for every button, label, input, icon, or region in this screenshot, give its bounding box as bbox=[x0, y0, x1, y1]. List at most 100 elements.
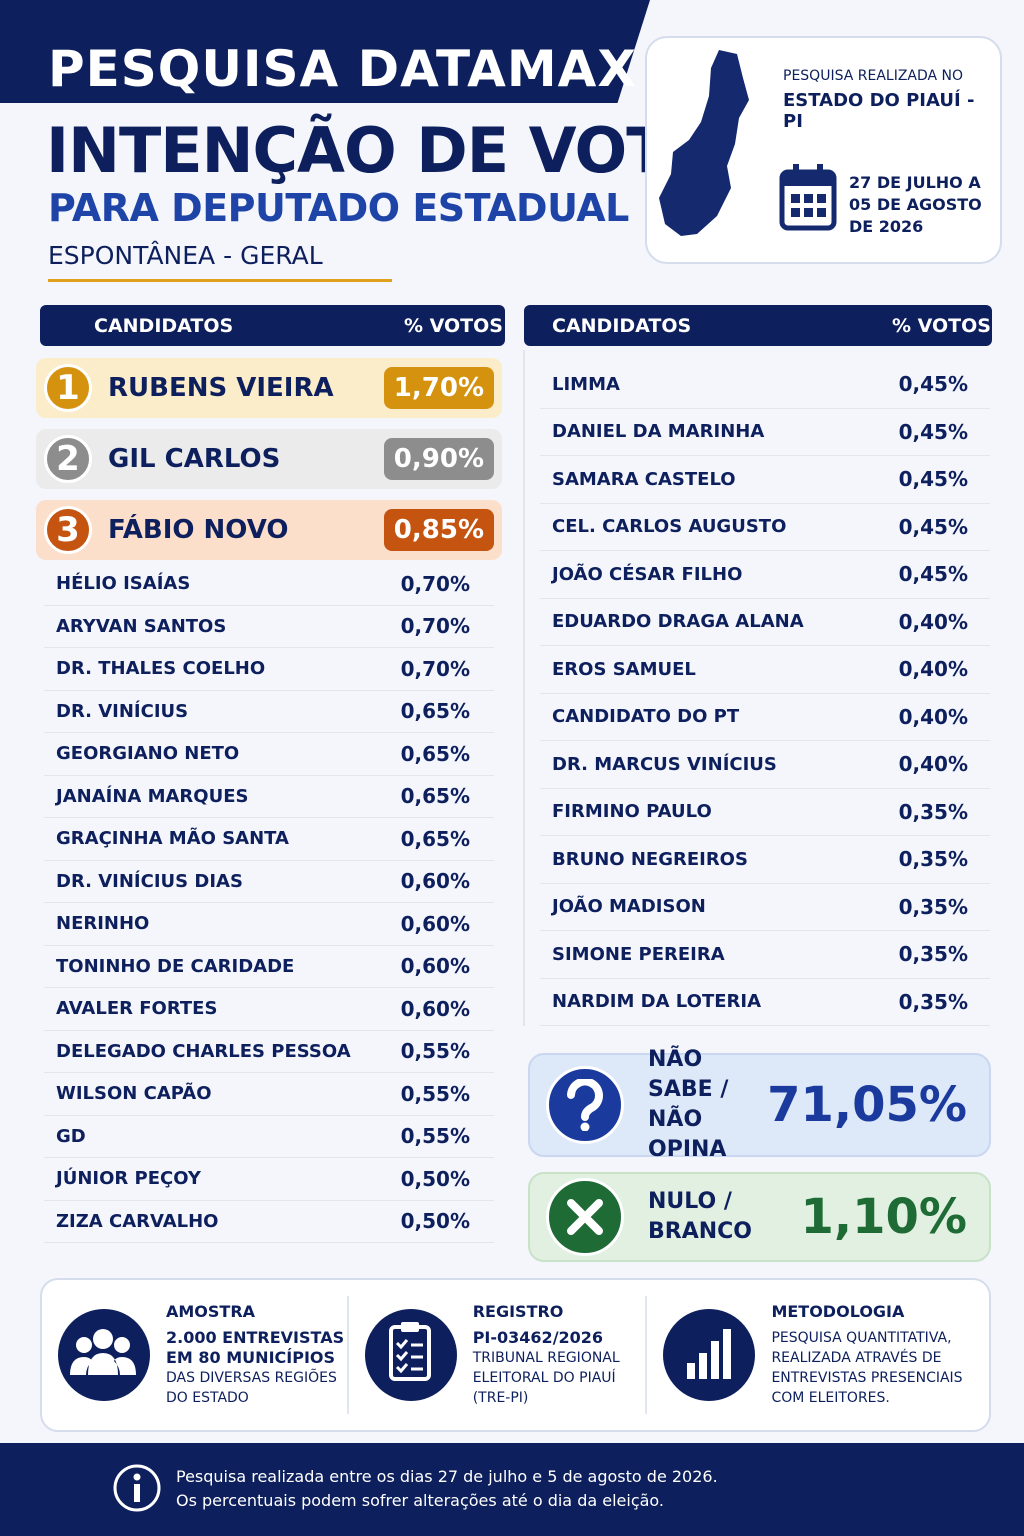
table-row: AVALER FORTES 0,60% bbox=[44, 988, 494, 1031]
summary-box: NÃO SABE / NÃO OPINA 71,05% bbox=[528, 1047, 991, 1162]
detail: METODOLOGIA PESQUISA QUANTITATIVA, REALIZA… bbox=[647, 1296, 989, 1414]
candidate-pct: 0,70% bbox=[400, 571, 470, 596]
candidate-pct: 0,90% bbox=[383, 438, 494, 480]
table-row: LIMMA 0,45% bbox=[540, 361, 990, 409]
date-line: 27 DE JULHO A bbox=[849, 173, 981, 192]
table-row: WILSON CAPÃO 0,55% bbox=[44, 1073, 494, 1116]
table-row: JOÃO MADISON 0,35% bbox=[540, 884, 990, 931]
candidate-pct: 0,40% bbox=[898, 609, 968, 634]
candidate-pct: 0,45% bbox=[898, 372, 968, 397]
note: Pesquisa realizada entre os dias 27 de j… bbox=[176, 1465, 718, 1513]
candidate-name: FÁBIO NOVO bbox=[108, 515, 289, 545]
header-cell: % VOTOS bbox=[892, 314, 991, 337]
candidate-name: TONINHO DE CARIDADE bbox=[56, 955, 295, 977]
table-row: TONINHO DE CARIDADE 0,60% bbox=[44, 946, 494, 988]
table-row: SAMARA CASTELO 0,45% bbox=[540, 456, 990, 504]
table-row: NERINHO 0,60% bbox=[44, 903, 494, 946]
candidate-pct: 0,65% bbox=[400, 741, 470, 766]
label-line: BRANCO bbox=[648, 1219, 752, 1244]
table-row: JANAÍNA MARQUES 0,65% bbox=[44, 776, 494, 818]
candidate-name: BRUNO NEGREIROS bbox=[552, 848, 748, 870]
table-row: GRAÇINHA MÃO SANTA 0,65% bbox=[44, 818, 494, 861]
table-row: GEORGIANO NETO 0,65% bbox=[44, 733, 494, 776]
note-line: Pesquisa realizada entre os dias 27 de j… bbox=[176, 1467, 718, 1486]
table-row: DR. THALES COELHO 0,70% bbox=[44, 648, 494, 691]
dates: 27 DE JULHO A 05 DE AGOSTO DE 2026 bbox=[849, 172, 982, 238]
table-row: JOÃO CÉSAR FILHO 0,45% bbox=[540, 551, 990, 599]
rank: 2 bbox=[44, 435, 92, 483]
candidate-name: NARDIM DA LOTERIA bbox=[552, 991, 762, 1013]
candidate-pct: 0,65% bbox=[400, 699, 470, 724]
candidate-name: DR. THALES COELHO bbox=[56, 658, 266, 680]
table-header: CANDIDATOS % VOTOS bbox=[524, 305, 992, 346]
candidate-pct: 0,35% bbox=[898, 799, 968, 824]
candidate-name: DR. VINÍCIUS bbox=[56, 700, 189, 722]
detail-line: DO ESTADO bbox=[166, 1390, 249, 1406]
detail-icon bbox=[364, 1309, 457, 1401]
detail: REGISTRO PI-03462/2026 TRIBUNAL REGIONAL EL… bbox=[349, 1296, 648, 1414]
summary-label: NÃO SABE / NÃO OPINA bbox=[648, 1045, 767, 1165]
table-row: ARYVAN SANTOS 0,70% bbox=[44, 606, 494, 648]
candidate-name: DANIEL DA MARINHA bbox=[552, 421, 765, 443]
survey-type: ESPONTÂNEA - GERAL bbox=[48, 241, 323, 270]
table-row: SIMONE PEREIRA 0,35% bbox=[540, 931, 990, 979]
right-rows: LIMMA 0,45% DANIEL DA MARINHA 0,45% SAMARA C… bbox=[540, 361, 990, 1026]
table-row: NARDIM DA LOTERIA 0,35% bbox=[540, 979, 990, 1026]
table-row: EDUARDO DRAGA ALANA 0,40% bbox=[540, 599, 990, 646]
candidate-pct: 0,35% bbox=[898, 847, 968, 872]
date-line: DE 2026 bbox=[849, 217, 924, 236]
candidate-pct: 0,60% bbox=[400, 954, 470, 979]
detail-line: 2.000 ENTREVISTAS bbox=[166, 1328, 345, 1347]
summary-box: NULO / BRANCO 1,10% bbox=[528, 1172, 991, 1262]
candidate-name: JOÃO CÉSAR FILHO bbox=[552, 563, 743, 585]
candidate-name: GRAÇINHA MÃO SANTA bbox=[56, 828, 289, 850]
candidate-name: GEORGIANO NETO bbox=[56, 743, 240, 765]
table-header: CANDIDATOS % VOTOS bbox=[40, 305, 505, 346]
candidate-name: AVALER FORTES bbox=[56, 998, 218, 1020]
table-row: FIRMINO PAULO 0,35% bbox=[540, 789, 990, 836]
table-row: DR. MARCUS VINÍCIUS 0,40% bbox=[540, 741, 990, 789]
candidate-name: JOÃO MADISON bbox=[552, 896, 706, 918]
detail: AMOSTRA 2.000 ENTREVISTAS EM 80 MUNICÍPIOS… bbox=[42, 1296, 349, 1414]
detail-line: ELEITORAL DO PIAUÍ bbox=[472, 1370, 616, 1386]
table-row: DR. VINÍCIUS 0,65% bbox=[44, 691, 494, 733]
candidate-pct: 0,35% bbox=[898, 942, 968, 967]
table-row: JÚNIOR PEÇOY 0,50% bbox=[44, 1158, 494, 1201]
header-cell: CANDIDATOS bbox=[94, 314, 234, 337]
table-row: HÉLIO ISAÍAS 0,70% bbox=[44, 563, 494, 606]
candidate-pct: 0,45% bbox=[898, 419, 968, 444]
label-line: NÃO SABE / bbox=[648, 1047, 729, 1102]
candidate-name: LIMMA bbox=[552, 373, 620, 395]
underline bbox=[48, 279, 392, 282]
question-glyph bbox=[567, 1079, 603, 1131]
candidate-pct: 0,55% bbox=[400, 1081, 470, 1106]
detail-glyph bbox=[687, 1329, 732, 1379]
candidate-name: FIRMINO PAULO bbox=[552, 801, 712, 823]
detail-line: REALIZADA ATRAVÉS DE bbox=[771, 1350, 942, 1366]
summary-icon bbox=[546, 1178, 624, 1256]
table-row: DR. VINÍCIUS DIAS 0,60% bbox=[44, 861, 494, 903]
top-row: 1 RUBENS VIEIRA 1,70% bbox=[36, 358, 502, 418]
detail-text: AMOSTRA 2.000 ENTREVISTAS EM 80 MUNICÍPIOS… bbox=[166, 1302, 344, 1408]
candidate-pct: 0,85% bbox=[383, 509, 494, 551]
summary-icon bbox=[546, 1066, 624, 1144]
candidate-name: DR. MARCUS VINÍCIUS bbox=[552, 753, 777, 775]
divider bbox=[523, 350, 525, 1026]
candidate-name: JANAÍNA MARQUES bbox=[56, 785, 249, 807]
detail-line: DAS DIVERSAS REGIÕES bbox=[166, 1370, 337, 1386]
detail-text: METODOLOGIA PESQUISA QUANTITATIVA, REALIZA… bbox=[771, 1302, 962, 1408]
candidate-name: JÚNIOR PEÇOY bbox=[56, 1168, 201, 1190]
detail-line: PESQUISA QUANTITATIVA, bbox=[771, 1330, 952, 1346]
candidate-name: ZIZA CARVALHO bbox=[56, 1210, 219, 1232]
candidate-pct: 0,35% bbox=[898, 894, 968, 919]
map-icon bbox=[659, 50, 749, 236]
info-box: PESQUISA REALIZADA NO ESTADO DO PIAUÍ - … bbox=[645, 36, 1002, 264]
candidate-name: SAMARA CASTELO bbox=[552, 468, 736, 490]
candidate-name: NERINHO bbox=[56, 913, 150, 935]
candidate-pct: 0,60% bbox=[400, 869, 470, 894]
info-icon bbox=[113, 1464, 161, 1512]
table-row: BRUNO NEGREIROS 0,35% bbox=[540, 836, 990, 884]
cross-glyph bbox=[567, 1199, 603, 1235]
brand: PESQUISA DATAMAX bbox=[48, 40, 637, 98]
candidate-pct: 0,60% bbox=[400, 996, 470, 1021]
